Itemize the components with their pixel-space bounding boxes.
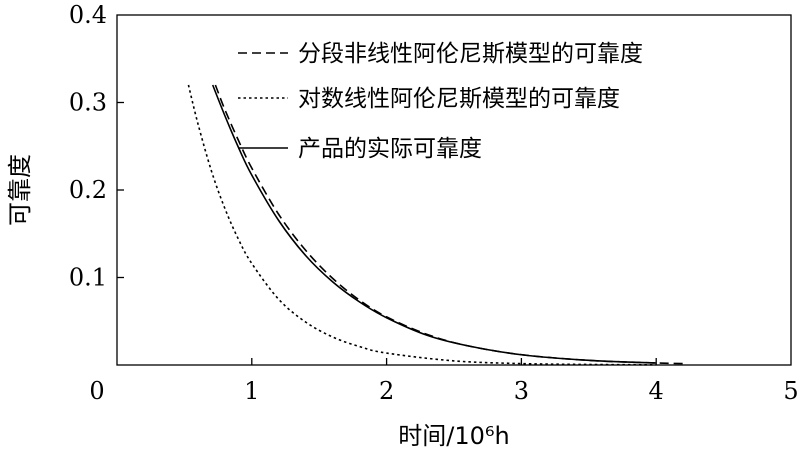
y-axis-title: 可靠度 <box>6 154 34 226</box>
series-line-dashed <box>214 84 684 365</box>
y-tick-label: 0.4 <box>69 1 107 29</box>
x-tick-label: 2 <box>379 377 394 405</box>
x-tick-label: 3 <box>514 377 529 405</box>
x-tick-label: 1 <box>244 377 259 405</box>
legend-label-actual-reliability: 产品的实际可靠度 <box>298 136 482 162</box>
x-tick-label: 0 <box>89 377 104 405</box>
x-tick-label: 4 <box>649 377 664 405</box>
y-tick-label: 0.2 <box>69 176 107 204</box>
x-tick-label: 5 <box>783 377 798 405</box>
series-line-dotted <box>187 84 657 366</box>
y-tick-label: 0.1 <box>69 264 107 292</box>
x-axis-title: 时间/10⁶h <box>398 422 509 450</box>
legend-label-log-linear-arrhenius: 对数线性阿伦尼斯模型的可靠度 <box>298 86 620 112</box>
plot-frame <box>116 14 792 366</box>
legend: 分段非线性阿伦尼斯模型的可靠度 对数线性阿伦尼斯模型的可靠度 产品的实际可靠度 <box>238 41 643 162</box>
series-line-solid <box>211 84 657 364</box>
y-tick-label: 0.3 <box>69 89 107 117</box>
legend-label-piecewise-arrhenius: 分段非线性阿伦尼斯模型的可靠度 <box>298 41 643 67</box>
